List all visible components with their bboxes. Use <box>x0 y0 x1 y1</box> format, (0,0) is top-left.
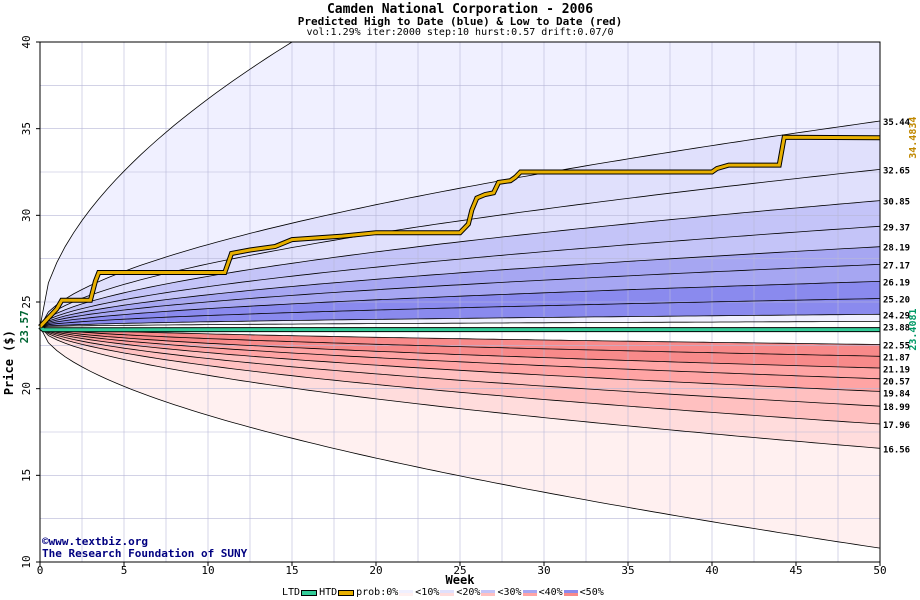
x-tick-label: 0 <box>37 564 44 577</box>
y-tick-label: 30 <box>20 209 33 222</box>
tick-labels: 0 5 10 15 20 25 30 35 40 45 50 10 15 20 25 30 35 40 Week Pr… <box>2 35 887 587</box>
series-lines <box>38 134 881 333</box>
x-axis-label: Week <box>446 573 476 587</box>
quantile-line-7 <box>39 298 881 328</box>
right-value-label: 30.85 <box>883 198 910 208</box>
quantile-line-17 <box>39 326 881 449</box>
x-tick-label: 50 <box>873 564 886 577</box>
y-tick-label: 25 <box>20 295 33 308</box>
right-value-label: 18.99 <box>883 403 910 413</box>
chart-legend: LTD HTD prob:0% <10% <20% <30% <40% <50% <box>282 587 604 599</box>
right-value-label: 21.19 <box>883 365 910 375</box>
right-value-label: 23.88 <box>883 323 910 333</box>
chart-subtitle: Predicted High to Date (blue) & Low to D… <box>297 15 623 28</box>
y-axis-label: Price ($) <box>2 330 16 395</box>
right-value-label: 17.96 <box>883 421 910 431</box>
y-tick-label: 15 <box>20 469 33 482</box>
right-value-label: 16.56 <box>883 445 910 455</box>
quantile-line-16 <box>39 326 881 425</box>
htd-final-label: 34.4834 <box>908 117 919 159</box>
x-tick-label: 15 <box>285 564 298 577</box>
legend-swatch-10 <box>399 589 414 596</box>
legend-swatch-40 <box>522 589 537 596</box>
x-tick-label: 25 <box>453 564 466 577</box>
right-value-label: 24.29 <box>883 311 910 321</box>
quantile-line-2 <box>39 200 881 328</box>
y-tick-label: 40 <box>20 35 33 48</box>
quantile-line-4 <box>39 246 881 328</box>
y-tick-label: 10 <box>20 555 33 568</box>
quantile-line-0 <box>39 120 881 327</box>
chart-parameters: vol:1.29% iter:2000 step:10 hurst:0.57 d… <box>306 27 614 38</box>
right-value-label: 22.55 <box>883 341 910 351</box>
credit-organization: The Research Foundation of SUNY <box>42 547 248 560</box>
htd-line <box>38 135 881 328</box>
right-value-label: 28.19 <box>883 244 910 254</box>
legend-ltd-label: LTD <box>282 587 301 598</box>
right-value-label: 19.84 <box>883 389 911 399</box>
quantile-line-9 <box>39 321 880 328</box>
legend-swatch-30 <box>481 589 496 596</box>
right-value-label: 26.19 <box>883 278 910 288</box>
chart-gridlines <box>39 41 881 563</box>
x-tick-label: 45 <box>789 564 802 577</box>
legend-item-20: <20% <box>456 587 481 598</box>
quantile-line-3 <box>39 225 881 328</box>
right-value-label: 35.44 <box>883 118 911 128</box>
legend-htd-swatch <box>338 589 355 596</box>
quantile-line-18 <box>39 326 881 549</box>
y-tick-label: 35 <box>20 122 33 135</box>
right-value-label: 32.65 <box>883 166 910 176</box>
quantile-line-6 <box>39 281 881 328</box>
quantile-line-12 <box>39 326 881 369</box>
x-tick-label: 40 <box>705 564 718 577</box>
legend-item-30: <30% <box>497 587 522 598</box>
x-tick-label: 20 <box>369 564 382 577</box>
right-value-label: 20.57 <box>883 377 910 387</box>
quantile-line-13 <box>39 326 881 380</box>
x-tick-label: 10 <box>201 564 214 577</box>
right-quantile-labels: 35.44 32.65 30.85 29.37 28.19 27.17 26.19 25.20… <box>883 117 919 456</box>
right-value-label: 25.20 <box>883 296 910 306</box>
right-value-label: 21.87 <box>883 353 910 363</box>
legend-item-50: <50% <box>579 587 604 598</box>
quantile-line-11 <box>39 326 881 357</box>
credit-block: ©www.textbiz.org The Research Foundation… <box>42 536 247 560</box>
legend-htd-label: HTD <box>319 587 338 598</box>
quantile-line-5 <box>39 264 881 328</box>
legend-item-40: <40% <box>538 587 563 598</box>
right-value-label: 29.37 <box>883 223 910 233</box>
quantile-line-10 <box>39 326 881 345</box>
y-tick-label: 20 <box>20 382 33 395</box>
legend-item-10: <10% <box>415 587 440 598</box>
quantile-line-8 <box>39 313 881 328</box>
x-tick-label: 30 <box>537 564 550 577</box>
right-value-label: 27.17 <box>883 261 910 271</box>
x-tick-label: 5 <box>121 564 128 577</box>
quantile-line-15 <box>39 326 881 407</box>
quantile-line-14 <box>39 326 881 392</box>
chart-title: Camden National Corporation - 2006 <box>326 2 594 17</box>
legend-prob-label: prob:0% <box>356 587 399 598</box>
legend-swatch-20 <box>440 589 455 596</box>
start-price-label: 23.57 <box>18 310 31 343</box>
ltd-final-label: 23.4081 <box>908 308 919 350</box>
x-tick-label: 35 <box>621 564 634 577</box>
credit-website: ©www.textbiz.org <box>42 535 148 548</box>
legend-ltd-swatch <box>301 589 318 596</box>
chart-axes <box>36 41 881 566</box>
legend-swatch-50 <box>563 589 578 596</box>
